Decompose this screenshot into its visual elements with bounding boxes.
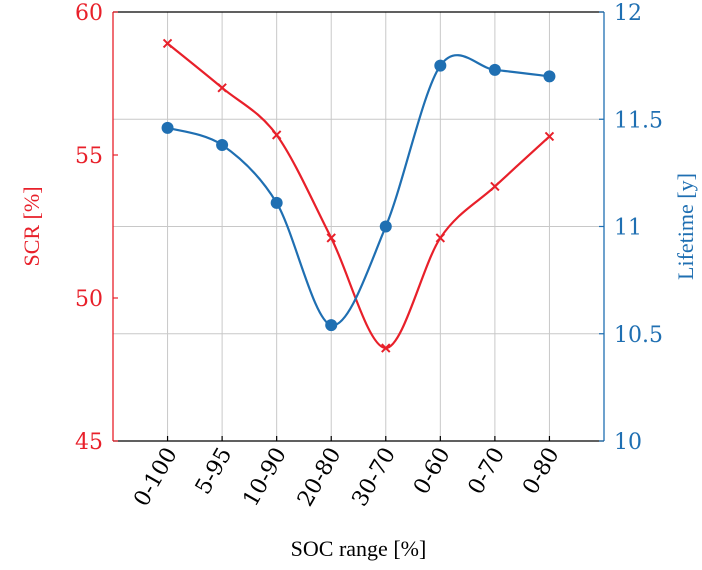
- scr-data-point: [326, 233, 336, 243]
- x-tick-label: 30-70: [348, 444, 401, 511]
- y-left-tick-label: 45: [75, 430, 103, 455]
- y-right-tick-label: 10: [614, 430, 642, 455]
- y-axis-left-label: SCR [%]: [19, 186, 44, 266]
- scr-data-point: [217, 83, 227, 93]
- lifetime-data-point: [270, 196, 283, 209]
- series: [161, 38, 556, 353]
- cross-stroke: [381, 343, 391, 353]
- scr-data-point: [381, 343, 391, 353]
- scr-series-line: [166, 42, 551, 350]
- scr-data-point: [544, 131, 555, 142]
- lifetime-data-point: [161, 121, 174, 134]
- y-right-tick-label: 10.5: [614, 323, 663, 348]
- axes: [112, 11, 605, 442]
- lifetime-data-point: [488, 63, 501, 76]
- cross-stroke: [326, 233, 336, 243]
- lifetime-data-point: [216, 138, 229, 151]
- x-tick-label: 0-80: [518, 444, 564, 499]
- y-left-tick-label: 55: [75, 144, 103, 169]
- tick-labels: 45 50 55 60 10 10.5 11 11.5 12 0-100 5-95 10-90 20-8…: [75, 1, 663, 511]
- x-tick-label: 10-90: [239, 444, 292, 511]
- y-right-tick-label: 12: [614, 1, 642, 26]
- y-left-tick-label: 50: [75, 287, 103, 312]
- lifetime-data-point: [434, 59, 447, 72]
- x-tick-label: 0-60: [409, 444, 455, 499]
- scr-data-point: [490, 181, 500, 192]
- cross-stroke: [544, 131, 555, 142]
- y-axis-right-label: Lifetime [y]: [673, 173, 698, 280]
- lifetime-data-point: [325, 319, 338, 332]
- x-tick-label: 20-80: [293, 444, 346, 511]
- y-right-tick-label: 11.5: [614, 108, 663, 133]
- lifetime-data-point: [543, 70, 556, 83]
- grid: [113, 11, 604, 442]
- cross-stroke: [271, 130, 282, 140]
- scr-data-point: [271, 130, 282, 140]
- x-tick-label: 5-95: [191, 444, 237, 499]
- cross-stroke: [162, 38, 173, 49]
- cross-stroke: [435, 233, 446, 243]
- cross-stroke: [217, 83, 227, 93]
- x-tick-label: 0-100: [129, 444, 182, 511]
- lifetime-series-line: [167, 54, 550, 327]
- y-right-tick-label: 11: [614, 216, 642, 241]
- x-axis-label: SOC range [%]: [291, 536, 427, 561]
- scr-data-point: [162, 38, 173, 49]
- x-tick-label: 0-70: [464, 444, 510, 499]
- lifetime-data-point: [379, 220, 392, 233]
- scr-data-point: [435, 233, 446, 243]
- y-left-tick-label: 60: [75, 1, 103, 26]
- cross-stroke: [490, 181, 500, 192]
